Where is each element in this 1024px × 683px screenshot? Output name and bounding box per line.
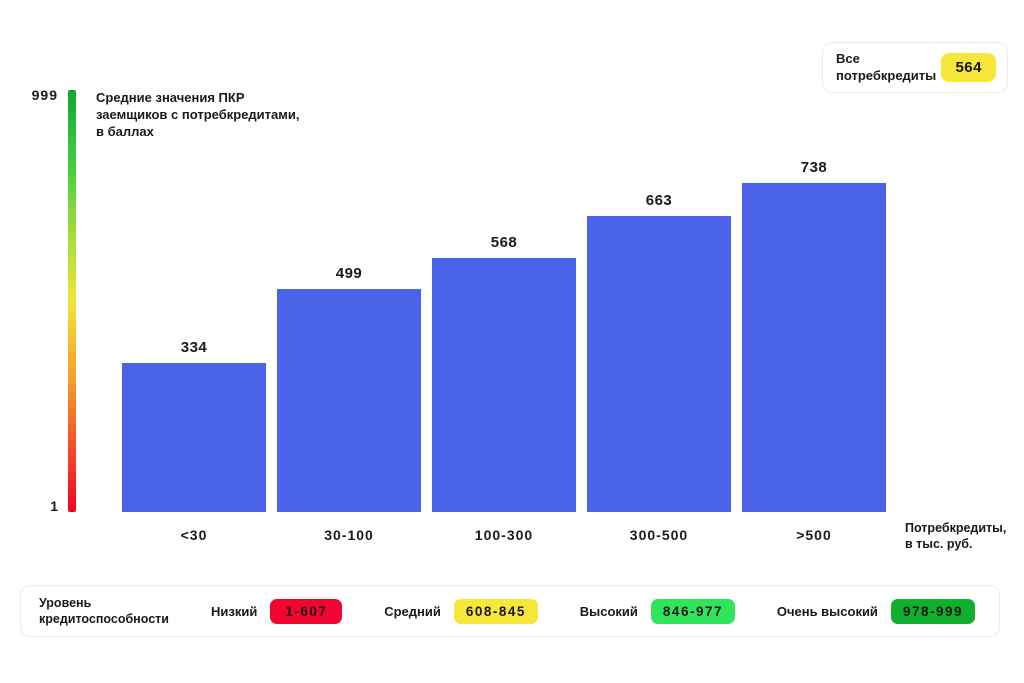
- legend-item: Низкий 1-607: [211, 598, 343, 624]
- x-tick-label: 100-300: [474, 527, 534, 543]
- bar-value-label: 334: [180, 339, 208, 356]
- all-loans-label: Все потребкредиты: [836, 51, 937, 83]
- bar: [277, 289, 421, 512]
- x-axis-labels: <30 30-100 100-300 300-500 >500: [122, 527, 886, 543]
- x-tick-label: 300-500: [629, 527, 689, 543]
- bar-value-label: 568: [490, 234, 518, 251]
- bar: [432, 258, 576, 512]
- bar-group: 663: [587, 66, 731, 512]
- legend-item-label: Низкий: [211, 603, 258, 619]
- legend-item: Средний 608-845: [384, 598, 538, 624]
- chart-title: Средние значения ПКР заемщиков с потребк…: [96, 90, 300, 139]
- bar-group: 334: [122, 66, 266, 512]
- legend-items: Низкий 1-607 Средний 608-845 Высокий 846-977 О…: [211, 598, 975, 624]
- legend-item-label: Высокий: [579, 603, 638, 619]
- bars-area: 334 499 568 663 738: [122, 66, 886, 512]
- legend-item: Высокий 846-977: [579, 598, 735, 624]
- bar: [587, 216, 731, 512]
- legend-item-range-badge: 1-607: [270, 598, 343, 624]
- bar-value-label: 738: [800, 159, 828, 176]
- x-tick-label: 30-100: [324, 527, 374, 543]
- bar-group: 499: [277, 66, 421, 512]
- y-axis-gradient-scale: [68, 90, 76, 512]
- bar: [122, 363, 266, 512]
- x-tick-label: >500: [796, 527, 832, 543]
- bar-group: 568: [432, 66, 576, 512]
- all-loans-value-badge: 564: [941, 53, 996, 82]
- x-axis-title: Потребкредиты, в тыс. руб.: [905, 521, 1007, 552]
- bar-group: 738: [742, 66, 886, 512]
- legend-item-label: Очень высокий: [776, 603, 878, 619]
- legend-item-range-badge: 846-977: [650, 598, 735, 624]
- legend-item-range-badge: 978-999: [890, 598, 975, 624]
- bar-value-label: 663: [645, 192, 673, 209]
- legend-title: Уровень кредитоспособности: [39, 595, 169, 626]
- legend-item: Очень высокий 978-999: [776, 598, 975, 624]
- y-axis-min-label: 1: [50, 498, 58, 514]
- legend-item-range-badge: 608-845: [453, 598, 538, 624]
- bar: [742, 183, 886, 512]
- bar-value-label: 499: [335, 265, 363, 282]
- all-loans-card: Все потребкредиты 564: [822, 42, 1008, 93]
- x-tick-label: <30: [180, 527, 208, 543]
- credit-level-legend: Уровень кредитоспособности Низкий 1-607 Ср…: [20, 585, 1000, 637]
- y-axis-max-label: 999: [31, 87, 58, 103]
- legend-item-label: Средний: [384, 603, 441, 619]
